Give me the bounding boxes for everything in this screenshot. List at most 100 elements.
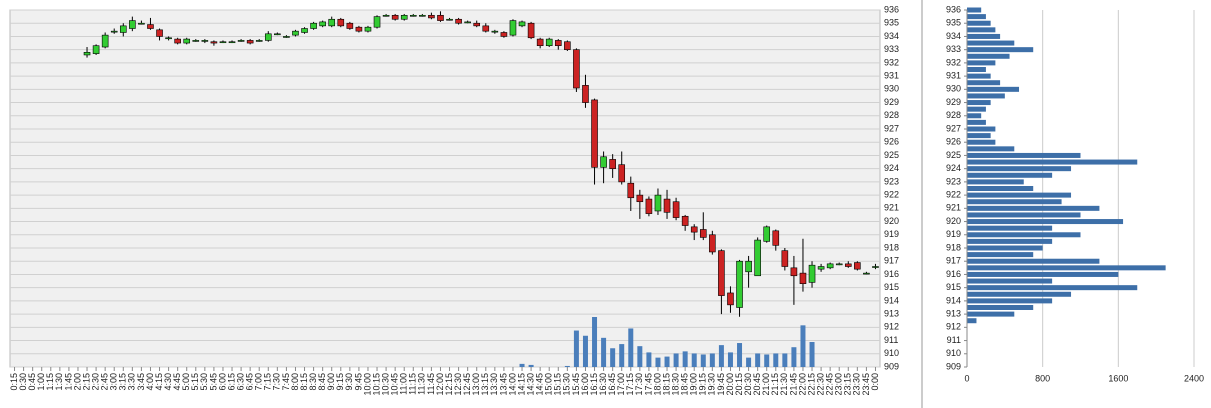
y-tick-label: 919	[946, 229, 961, 239]
profile-bar	[967, 271, 1119, 277]
y-tick-label: 928	[946, 110, 961, 120]
x-tick-label: 12:45	[462, 373, 472, 396]
profile-bar	[967, 186, 1034, 191]
candle-body	[391, 14, 399, 20]
candle-body	[681, 215, 689, 226]
x-tick-label: 18:45	[680, 373, 690, 396]
y-tick-label: 929	[946, 97, 961, 107]
x-tick-label: 11:00	[399, 373, 409, 395]
profile-bar	[967, 212, 1081, 218]
candle-body	[564, 41, 571, 50]
x-tick-label: 17:15	[625, 373, 635, 396]
x-tick-label: 14:45	[535, 373, 545, 396]
candle-body	[763, 226, 771, 242]
x-tick-label: 20:30	[743, 373, 753, 396]
y-tick-label: 926	[884, 137, 899, 147]
y-tick-label: 916	[884, 269, 899, 279]
candle-body	[618, 164, 626, 183]
candle-body	[781, 250, 789, 267]
y-tick-label: 933	[946, 44, 961, 54]
x-tick-label: 7:15	[263, 373, 273, 391]
candle-body	[582, 85, 589, 103]
y-tick-label: 917	[946, 256, 961, 266]
profile-bar	[967, 40, 1015, 46]
candle-body	[754, 239, 761, 277]
x-tick-label: 11:30	[417, 373, 427, 395]
x-tick-label: 1:15	[45, 373, 55, 391]
plot-area	[9, 9, 881, 368]
candle-body	[310, 22, 317, 29]
candle-body	[690, 226, 698, 233]
y-tick-label: 918	[884, 242, 899, 252]
candle-body	[174, 38, 181, 44]
x-tick-label: 20:15	[734, 373, 744, 396]
y-tick-label: 936	[884, 4, 899, 14]
x-tick-label: 9:15	[335, 373, 345, 391]
x-tick-label: 16:45	[607, 373, 617, 396]
candle-body	[292, 30, 299, 36]
y-tick-label: 911	[884, 335, 898, 345]
y-tick-label: 909	[946, 361, 961, 371]
candle-body	[699, 229, 707, 238]
candle-body	[328, 18, 336, 27]
candle-body	[863, 272, 870, 275]
y-tick-label: 920	[946, 216, 961, 226]
candle-body	[446, 18, 453, 21]
candle-body	[364, 26, 372, 32]
x-tick-label: 3:45	[136, 373, 146, 391]
x-tick-label: 0:15	[9, 373, 19, 391]
candle-body	[527, 22, 535, 39]
candle-body	[419, 14, 426, 17]
candle-body	[428, 14, 435, 19]
candle-body	[772, 230, 780, 246]
volume-bar	[755, 353, 761, 367]
x-tick-label: 10:45	[390, 373, 400, 396]
candle-body	[663, 198, 671, 213]
x-tick-label: 0	[964, 373, 969, 383]
profile-bar	[967, 100, 991, 106]
candle-body	[473, 22, 481, 27]
volume-bar	[782, 353, 788, 367]
candle-body	[455, 18, 462, 24]
x-tick-label: 16:30	[598, 373, 608, 396]
candle-body	[636, 194, 644, 203]
y-tick-label: 912	[884, 322, 899, 332]
volume-bar	[673, 353, 679, 367]
y-tick-label: 922	[946, 189, 961, 199]
profile-bar	[967, 33, 1001, 39]
x-tick-label: 11:15	[408, 373, 418, 395]
profile-bar	[967, 27, 996, 33]
candle-body	[718, 250, 725, 296]
x-tick-label: 17:00	[616, 373, 626, 396]
profile-bar	[967, 179, 1024, 185]
profile-bar	[967, 199, 1062, 205]
candle-body	[255, 40, 263, 42]
candle-body	[409, 14, 417, 17]
profile-bar	[967, 152, 1081, 158]
x-tick-label: 23:00	[834, 373, 844, 396]
y-tick-label: 932	[946, 57, 961, 67]
x-tick-label: 10:00	[362, 373, 372, 396]
candle-body	[654, 194, 662, 212]
x-tick-label: 7:45	[281, 373, 291, 391]
candle-body	[373, 16, 381, 28]
y-tick-label: 912	[946, 322, 961, 332]
candle-body	[400, 14, 408, 20]
x-tick-label: 3:30	[127, 373, 137, 391]
x-tick-label: 5:45	[208, 373, 218, 391]
volume-bar	[682, 351, 688, 367]
candle-body	[609, 159, 616, 169]
y-tick-label: 934	[884, 31, 899, 41]
candle-body	[201, 40, 209, 42]
y-tick-label: 925	[946, 150, 961, 160]
profile-bar	[967, 232, 1081, 238]
x-tick-label: 1:00	[36, 373, 46, 391]
profile-bar	[967, 305, 1034, 310]
candle-body	[591, 99, 598, 168]
x-tick-label: 9:30	[344, 373, 354, 391]
profile-bar	[967, 285, 1138, 291]
x-tick-label: 17:45	[643, 373, 653, 396]
candle-body	[301, 28, 308, 33]
